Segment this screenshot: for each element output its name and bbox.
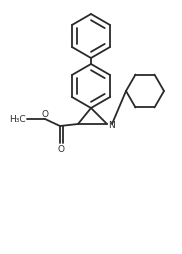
Text: O: O — [58, 145, 64, 153]
Text: H₃C: H₃C — [9, 115, 26, 124]
Text: N: N — [108, 120, 115, 129]
Text: O: O — [41, 109, 48, 119]
